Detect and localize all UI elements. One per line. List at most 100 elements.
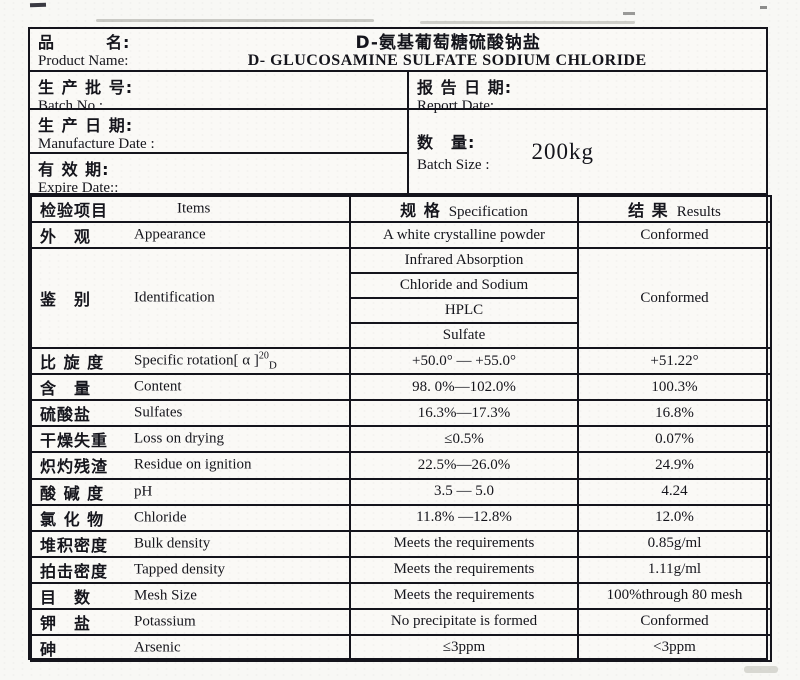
- chloride-item: 氯 化 物 Chloride: [30, 503, 351, 532]
- arsenic-zh: 砷: [40, 639, 58, 659]
- report-label-en: Report Date:: [417, 98, 495, 114]
- qty-label-zh: 数 量:: [417, 133, 476, 152]
- chloride-en: Chloride: [134, 509, 187, 526]
- row-tapped-density: 拍击密度 Tapped density Meets the requiremen…: [30, 555, 772, 584]
- info-right-column: 报 告 日 期: Report Date: 数 量: Batch Size : …: [409, 72, 766, 193]
- sulfates-item: 硫酸盐 Sulfates: [30, 399, 351, 428]
- mfg-label-zh: 生 产 日 期:: [38, 116, 134, 135]
- identification-spec-hplc: HPLC: [349, 297, 579, 325]
- row-sulfates: 硫酸盐 Sulfates 16.3%—17.3% 16.8%: [30, 399, 772, 428]
- product-name-row-zh: 品 名: D-氨基葡萄糖硫酸钠盐: [30, 29, 766, 54]
- header-items-en: Items: [177, 200, 211, 217]
- loss-zh: 干燥失重: [40, 431, 109, 451]
- mfg-label-en: Manufacture Date :: [38, 136, 155, 152]
- appearance-en: Appearance: [134, 226, 206, 243]
- batch-size-cell: 数 量: Batch Size : 200kg: [409, 110, 766, 193]
- manufacture-date-cell: 生 产 日 期: Manufacture Date :: [30, 110, 407, 154]
- row-residue-ignition: 炽灼残渣 Residue on ignition 22.5%—26.0% 24.…: [30, 451, 772, 480]
- header-spec-en: Specification: [448, 204, 528, 221]
- batch-no-cell: 生 产 批 号: Batch No.:: [30, 72, 407, 114]
- row-identification: 鉴 别 Identification Infrared Absorption C…: [30, 247, 772, 350]
- product-label-en: Product Name:: [38, 52, 129, 69]
- ph-result: 4.24: [577, 477, 772, 506]
- tapped-item: 拍击密度 Tapped density: [30, 555, 351, 584]
- rotation-spec: +50.0° — +55.0°: [349, 347, 579, 376]
- row-potassium: 钾 盐 Potassium No precipitate is formed C…: [30, 607, 772, 636]
- content-item: 含 量 Content: [30, 373, 351, 402]
- rotation-zh: 比 旋 度: [40, 353, 105, 373]
- potassium-item: 钾 盐 Potassium: [30, 607, 351, 636]
- batch-size-labels: 数 量: Batch Size :: [409, 129, 489, 174]
- report-label-zh: 报 告 日 期:: [417, 78, 513, 97]
- sulfates-zh: 硫酸盐: [40, 405, 92, 425]
- chloride-spec: 11.8% —12.8%: [349, 503, 579, 532]
- expire-label-zh: 有 效 期:: [38, 160, 110, 179]
- residue-zh: 炽灼残渣: [40, 457, 109, 477]
- identification-result: Conformed: [577, 247, 772, 350]
- rotation-result: +51.22°: [577, 347, 772, 376]
- header-results-zh: 结 果: [628, 201, 669, 221]
- content-spec: 98. 0%—102.0%: [349, 373, 579, 402]
- chloride-result: 12.0%: [577, 503, 772, 532]
- row-ph: 酸 碱 度 pH 3.5 — 5.0 4.24: [30, 477, 772, 506]
- tapped-zh: 拍击密度: [40, 561, 109, 581]
- mesh-zh: 目 数: [40, 587, 92, 607]
- ph-spec: 3.5 — 5.0: [349, 477, 579, 506]
- arsenic-result: <3ppm: [577, 633, 772, 663]
- expire-label-en: Expire Date::: [38, 180, 119, 196]
- product-name-row-en: Product Name: D- GLUCOSAMINE SULFATE SOD…: [30, 52, 766, 72]
- bulk-item: 堆积密度 Bulk density: [30, 529, 351, 558]
- potassium-zh: 钾 盐: [40, 613, 92, 633]
- mesh-spec: Meets the requirements: [349, 581, 579, 610]
- tapped-result: 1.11g/ml: [577, 555, 772, 584]
- bulk-result: 0.85g/ml: [577, 529, 772, 558]
- ph-zh: 酸 碱 度: [40, 483, 105, 503]
- header-results: 结 果 Results: [577, 194, 772, 224]
- bulk-zh: 堆积密度: [40, 535, 109, 555]
- potassium-spec: No precipitate is formed: [349, 607, 579, 636]
- row-bulk-density: 堆积密度 Bulk density Meets the requirements…: [30, 529, 772, 558]
- rotation-en: Specific rotation[ α ]20D: [134, 350, 277, 372]
- row-identification-sub: Sulfate: [31, 322, 771, 350]
- report-date-cell: 报 告 日 期: Report Date:: [409, 72, 766, 114]
- batch-label-zh: 生 产 批 号:: [38, 78, 134, 97]
- header-results-en: Results: [676, 204, 721, 221]
- mesh-en: Mesh Size: [134, 587, 197, 604]
- residue-result: 24.9%: [577, 451, 772, 480]
- product-label-zh: 品 名:: [38, 32, 131, 52]
- residue-en: Residue on ignition: [134, 456, 252, 473]
- bulk-en: Bulk density: [134, 535, 211, 552]
- header-specification: 规 格 Specification: [349, 194, 579, 224]
- header-items: 检验项目 Items: [30, 194, 351, 224]
- mesh-item: 目 数 Mesh Size: [30, 581, 351, 610]
- table-header-row: 检验项目 Items 规 格 Specification 结 果 Results: [30, 194, 772, 224]
- header-spec-zh: 规 格: [400, 201, 441, 221]
- certificate-table: 品 名: D-氨基葡萄糖硫酸钠盐 Product Name: D- GLUCOS…: [28, 27, 772, 663]
- loss-spec: ≤0.5%: [349, 425, 579, 454]
- chloride-zh: 氯 化 物: [40, 509, 105, 529]
- header-items-zh: 检验项目: [40, 201, 109, 221]
- appearance-zh: 外 观: [40, 227, 92, 247]
- content-result: 100.3%: [577, 373, 772, 402]
- expire-date-cell: 有 效 期: Expire Date::: [30, 154, 407, 198]
- scan-artifact: [760, 6, 767, 9]
- scan-artifact: [420, 21, 635, 24]
- content-zh: 含 量: [40, 379, 92, 399]
- batch-label-en: Batch No.:: [38, 98, 103, 114]
- sulfates-spec: 16.3%—17.3%: [349, 399, 579, 428]
- loss-item: 干燥失重 Loss on drying: [30, 425, 351, 454]
- potassium-result: Conformed: [577, 607, 772, 636]
- bulk-spec: Meets the requirements: [349, 529, 579, 558]
- identification-spec-sulfate: Sulfate: [349, 322, 579, 350]
- mesh-result: 100%through 80 mesh: [577, 581, 772, 610]
- row-identification-sub: Chloride and Sodium: [31, 272, 771, 300]
- arsenic-item: 砷 Arsenic: [30, 633, 351, 663]
- potassium-en: Potassium: [134, 613, 196, 630]
- arsenic-en: Arsenic: [134, 639, 181, 656]
- row-content: 含 量 Content 98. 0%—102.0% 100.3%: [30, 373, 772, 402]
- row-identification-sub: HPLC: [31, 297, 771, 325]
- qty-label-en: Batch Size :: [417, 157, 490, 173]
- loss-result: 0.07%: [577, 425, 772, 454]
- content-en: Content: [134, 378, 182, 395]
- spec-table: 检验项目 Items 规 格 Specification 结 果 Results 外…: [30, 194, 772, 663]
